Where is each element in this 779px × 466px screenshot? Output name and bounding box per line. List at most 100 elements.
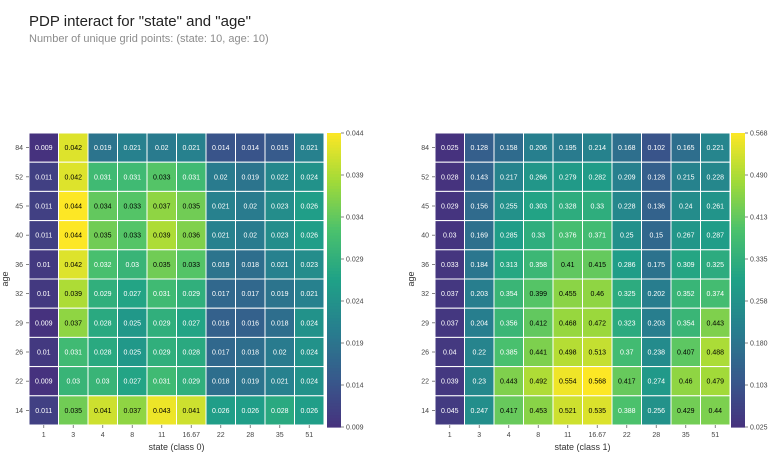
colorbar-segment <box>731 141 745 146</box>
heatmap-cell <box>117 278 148 309</box>
colorbar-segment <box>327 206 341 211</box>
cell-value-label: 0.169 <box>470 233 488 240</box>
cell-value-label: 0.455 <box>559 291 577 298</box>
colorbar-segment <box>327 285 341 290</box>
cell-value-label: 0.02 <box>243 233 257 240</box>
cell-value-label: 0.016 <box>212 320 230 327</box>
heatmap-cell <box>235 190 266 222</box>
cell-value-label: 0.443 <box>706 320 724 327</box>
cell-value-label: 0.017 <box>212 291 230 298</box>
colorbar-segment <box>327 353 341 358</box>
colorbar-tick-label: 0.258 <box>750 299 768 306</box>
heatmap-cell <box>235 161 266 192</box>
colorbar-segment <box>731 300 745 305</box>
colorbar-segment <box>731 253 745 258</box>
colorbar-segment <box>327 409 341 413</box>
heatmap-cell <box>146 395 177 426</box>
colorbar-segment <box>731 347 745 352</box>
cell-value-label: 0.02 <box>214 174 228 181</box>
colorbar-segment <box>327 327 341 331</box>
colorbar-segment <box>731 232 745 237</box>
heatmap-cell <box>641 132 672 163</box>
cell-value-label: 0.479 <box>706 379 724 386</box>
cell-value-label: 0.029 <box>182 291 200 298</box>
cell-value-label: 0.023 <box>271 233 289 240</box>
cell-value-label: 0.035 <box>153 262 171 269</box>
heatmap-cell <box>176 307 207 338</box>
cell-value-label: 0.01 <box>37 350 51 357</box>
cell-value-label: 0.024 <box>300 350 318 357</box>
cell-value-label: 0.374 <box>706 291 724 298</box>
y-tick-label: 45 <box>15 204 23 211</box>
colorbar-segment <box>731 391 745 396</box>
cell-value-label: 0.443 <box>500 379 518 386</box>
cell-value-label: 0.22 <box>472 350 486 357</box>
colorbar-segment <box>731 147 745 152</box>
colorbar-segment <box>327 227 341 231</box>
heatmap-cell <box>117 220 148 251</box>
colorbar-segment <box>327 265 341 269</box>
colorbar-segment <box>327 241 341 246</box>
cell-value-label: 0.042 <box>64 145 82 152</box>
heatmap-cell <box>264 190 295 222</box>
colorbar-tick-label: 0.009 <box>346 425 364 432</box>
cell-value-label: 0.026 <box>300 233 318 240</box>
colorbar-segment <box>731 203 745 208</box>
y-tick-label: 84 <box>15 145 23 152</box>
colorbar-segment <box>731 174 745 178</box>
cell-value-label: 0.415 <box>588 262 606 269</box>
colorbar-segment <box>327 182 341 187</box>
y-tick-label: 84 <box>421 145 429 152</box>
cell-value-label: 0.018 <box>212 379 230 386</box>
cell-value-label: 0.025 <box>441 145 459 152</box>
colorbar-tick-label: 0.039 <box>346 173 364 180</box>
colorbar-segment <box>731 280 745 284</box>
heatmap-cell <box>28 132 59 163</box>
colorbar-segment <box>731 209 745 213</box>
heatmap-cell <box>493 132 524 163</box>
y-tick-label: 26 <box>15 350 23 357</box>
cell-value-label: 0.238 <box>647 350 665 357</box>
cell-value-label: 0.031 <box>153 291 171 298</box>
cell-value-label: 0.535 <box>588 408 606 415</box>
heatmap-cell <box>294 278 325 309</box>
cell-value-label: 0.407 <box>677 350 695 357</box>
colorbar-segment <box>327 424 341 428</box>
colorbar-segment <box>731 400 745 405</box>
heatmap-cell <box>117 249 148 280</box>
x-axis-label: state (class 0) <box>148 442 204 452</box>
colorbar-segment <box>327 133 341 137</box>
cell-value-label: 0.021 <box>271 262 289 269</box>
cell-value-label: 0.021 <box>300 145 318 152</box>
heatmap-cell <box>464 307 495 338</box>
cell-value-label: 0.46 <box>590 291 604 298</box>
cell-value-label: 0.014 <box>212 145 230 152</box>
colorbar-segment <box>731 188 745 193</box>
cell-value-label: 0.029 <box>441 204 459 211</box>
cell-value-label: 0.024 <box>300 320 318 327</box>
cell-value-label: 0.158 <box>500 145 518 152</box>
x-tick-label: 16.67 <box>588 432 606 439</box>
colorbar-segment <box>731 359 745 363</box>
colorbar-segment <box>327 365 341 369</box>
heatmap-cell <box>117 395 148 426</box>
cell-value-label: 0.033 <box>123 204 141 211</box>
cell-value-label: 0.044 <box>64 204 82 211</box>
heatmap-cell <box>611 220 642 251</box>
colorbar-segment <box>731 312 745 316</box>
heatmap-cell <box>264 132 295 163</box>
cell-value-label: 0.011 <box>35 204 52 211</box>
colorbar-segment <box>731 368 745 372</box>
cell-value-label: 0.228 <box>618 204 636 211</box>
colorbar-segment <box>731 224 745 228</box>
heatmap-cell <box>464 190 495 222</box>
cell-value-label: 0.014 <box>241 145 259 152</box>
colorbar-segment <box>327 403 341 408</box>
colorbar-segment <box>327 282 341 287</box>
colorbar-tick-label: 0.034 <box>346 215 364 222</box>
heatmap-cell <box>146 220 177 251</box>
colorbar-segment <box>731 138 745 143</box>
cell-value-label: 0.168 <box>618 145 636 152</box>
heatmap-cell <box>205 220 236 251</box>
cell-value-label: 0.25 <box>620 233 634 240</box>
